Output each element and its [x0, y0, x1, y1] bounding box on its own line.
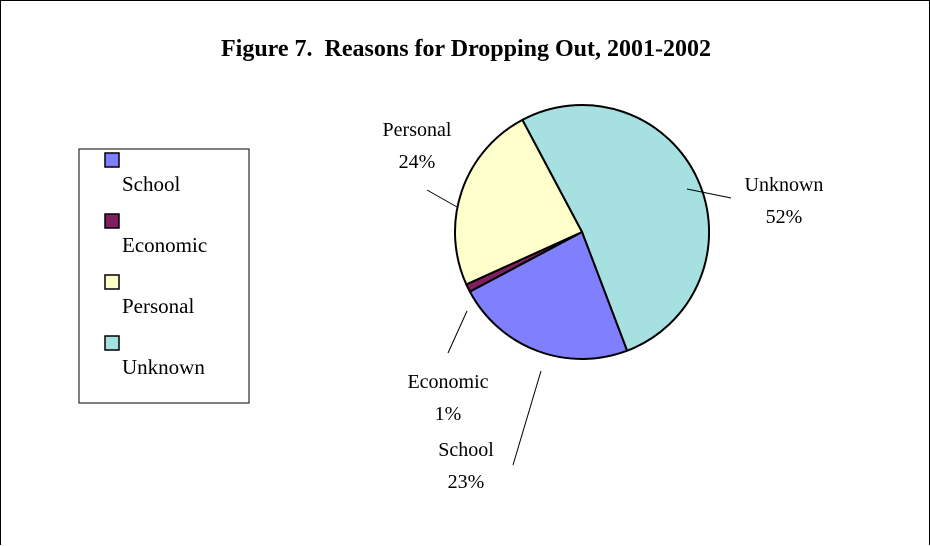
- pie-slice-personal: [454, 118, 584, 286]
- data-label-school-percent: 23%: [448, 471, 485, 493]
- legend-label-school: School: [122, 172, 181, 196]
- leader-line-school: [512, 370, 542, 466]
- data-label-personal-name: Personal: [383, 119, 452, 141]
- pie-slices: [454, 104, 711, 360]
- leader-line-economic: [447, 310, 468, 354]
- data-label-unknown-name: Unknown: [745, 174, 824, 196]
- legend: School Economic Personal Unknown: [78, 148, 250, 404]
- legend-swatch-school: [104, 152, 120, 168]
- legend-label-unknown: Unknown: [122, 355, 205, 379]
- data-label-economic-name: Economic: [407, 371, 488, 393]
- legend-items: School Economic Personal Unknown: [104, 152, 207, 379]
- legend-label-personal: Personal: [122, 294, 194, 318]
- legend-swatch-unknown: [104, 335, 120, 351]
- data-label-unknown-percent: 52%: [766, 206, 803, 228]
- pie-slice-unknown: [521, 104, 711, 353]
- leader-line-unknown: [686, 188, 732, 199]
- data-label-personal-percent: 24%: [399, 151, 436, 173]
- data-labels: Unknown 52% School 23% Economic 1% Personal 24%: [383, 119, 824, 493]
- pie-slice-school: [468, 230, 629, 360]
- leader-line-personal: [426, 189, 458, 208]
- data-label-school-name: School: [438, 439, 494, 461]
- legend-swatch-personal: [104, 274, 120, 290]
- data-label-economic-percent: 1%: [435, 403, 462, 425]
- legend-swatch-economic: [104, 213, 120, 229]
- legend-label-economic: Economic: [122, 233, 207, 257]
- chart-title: Figure 7. Reasons for Dropping Out, 2001…: [221, 36, 711, 62]
- leader-lines: [426, 188, 732, 466]
